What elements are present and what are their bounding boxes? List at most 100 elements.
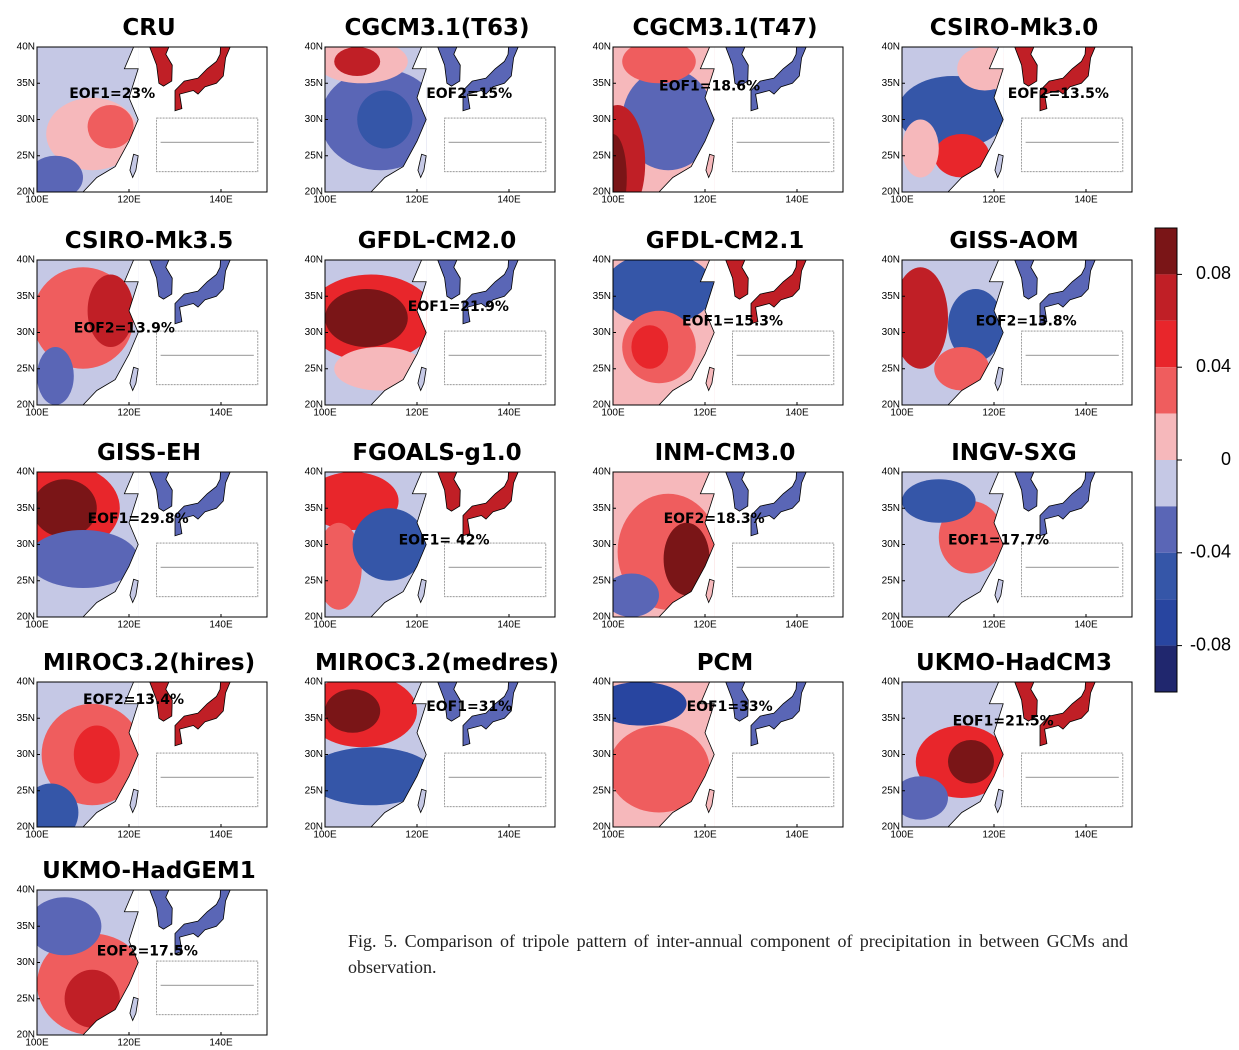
field	[307, 668, 555, 828]
eof-label: EOF1=15.3%	[682, 313, 783, 329]
caption: Fig. 5. Comparison of tripole pattern of…	[348, 928, 1128, 980]
lat-tick-label: 35N	[17, 713, 35, 724]
eof-label: EOF1=21.5%	[953, 714, 1054, 730]
inset-box	[733, 118, 834, 172]
lat-tick-label: 40N	[593, 677, 611, 688]
lon-tick-label: 100E	[601, 408, 625, 419]
lat-tick-label: 40N	[882, 677, 900, 688]
lat-tick-label: 30N	[593, 749, 611, 760]
lon-tick-label: 120E	[982, 830, 1006, 841]
lon-tick-label: 140E	[497, 195, 521, 206]
lat-tick-label: 35N	[882, 78, 900, 89]
lat-tick-label: 35N	[882, 713, 900, 724]
colorbar-label: -0.08	[1190, 634, 1231, 654]
lat-tick-label: 30N	[305, 114, 323, 125]
lat-tick-label: 40N	[593, 467, 611, 478]
map-panel: UKMO-HadGEM1EOF2=17.5%40N35N30N25N20N100…	[17, 858, 267, 1049]
lon-tick-label: 140E	[497, 620, 521, 631]
lon-tick-label: 120E	[117, 620, 141, 631]
lat-tick-label: 35N	[882, 291, 900, 302]
lon-tick-label: 140E	[1074, 408, 1098, 419]
field-blob	[37, 347, 74, 405]
lat-tick-label: 35N	[305, 713, 323, 724]
lat-tick-label: 35N	[305, 503, 323, 514]
lat-tick-label: 30N	[882, 327, 900, 338]
lat-tick-label: 35N	[17, 78, 35, 89]
lat-tick-label: 30N	[305, 327, 323, 338]
lat-tick-label: 30N	[593, 539, 611, 550]
lon-tick-label: 120E	[693, 830, 717, 841]
lon-tick-label: 120E	[117, 408, 141, 419]
lon-tick-label: 100E	[25, 830, 49, 841]
inset-box	[445, 331, 546, 385]
panel-title: GFDL-CM2.0	[358, 228, 516, 254]
lon-tick-label: 100E	[313, 408, 337, 419]
field-blob	[74, 726, 120, 784]
lon-tick-label: 100E	[601, 620, 625, 631]
lat-tick-label: 40N	[305, 467, 323, 478]
panel-title: GFDL-CM2.1	[646, 228, 804, 254]
map-panel: CSIRO-Mk3.5EOF2=13.9%40N35N30N25N20N100E…	[17, 228, 267, 419]
field	[307, 246, 555, 406]
lon-tick-label: 120E	[982, 620, 1006, 631]
colorbar-bin	[1155, 367, 1177, 413]
lat-tick-label: 35N	[17, 503, 35, 514]
eof-label: EOF1=18.6%	[659, 79, 760, 95]
map-panel: MIROC3.2(medres)EOF1=31%40N35N30N25N20N1…	[305, 650, 559, 841]
field-blob	[631, 325, 668, 369]
map-panel: PCMEOF1=33%40N35N30N25N20N100E120E140E	[593, 650, 843, 841]
lat-tick-label: 35N	[305, 291, 323, 302]
lon-tick-label: 120E	[982, 408, 1006, 419]
lat-tick-label: 35N	[593, 503, 611, 514]
lat-tick-label: 30N	[593, 114, 611, 125]
lon-tick-label: 140E	[209, 408, 233, 419]
lat-tick-label: 30N	[305, 749, 323, 760]
field	[316, 33, 555, 193]
colorbar-bin	[1155, 599, 1177, 645]
panel-title: INM-CM3.0	[655, 440, 796, 466]
field	[897, 33, 1132, 193]
map-panel: MIROC3.2(hires)EOF2=13.4%40N35N30N25N20N…	[17, 650, 267, 842]
inset-box	[157, 961, 258, 1015]
lat-tick-label: 25N	[17, 150, 35, 161]
lon-tick-label: 140E	[785, 620, 809, 631]
eof-label: EOF2=15%	[426, 86, 512, 102]
colorbar-bin	[1155, 274, 1177, 320]
eof-label: EOF1=31%	[426, 699, 512, 715]
lon-tick-label: 100E	[313, 195, 337, 206]
field-blob	[948, 740, 994, 784]
lon-tick-label: 120E	[982, 195, 1006, 206]
lon-tick-label: 100E	[890, 620, 914, 631]
lon-tick-label: 140E	[209, 195, 233, 206]
lon-tick-label: 140E	[785, 830, 809, 841]
field-blob	[893, 267, 948, 369]
lon-tick-label: 140E	[785, 408, 809, 419]
lat-tick-label: 25N	[17, 785, 35, 796]
lat-tick-label: 40N	[882, 42, 900, 53]
field	[604, 458, 843, 618]
lon-tick-label: 120E	[405, 408, 429, 419]
panel-title: MIROC3.2(medres)	[315, 650, 559, 676]
map-panel: GISS-EHEOF1=29.8%40N35N30N25N20N100E120E…	[9, 440, 267, 631]
lat-tick-label: 25N	[305, 363, 323, 374]
lat-tick-label: 25N	[882, 150, 900, 161]
inset-box	[157, 543, 258, 597]
field-blob	[357, 91, 412, 149]
eof-label: EOF2=13.4%	[83, 692, 184, 708]
lon-tick-label: 100E	[25, 408, 49, 419]
lat-tick-label: 30N	[882, 749, 900, 760]
inset-box	[445, 543, 546, 597]
field-blob	[622, 40, 696, 84]
lat-tick-label: 30N	[17, 539, 35, 550]
panel-title: INGV-SXG	[951, 440, 1077, 466]
lat-tick-label: 40N	[593, 42, 611, 53]
inset-box	[157, 118, 258, 172]
inset-box	[1022, 118, 1123, 172]
lon-tick-label: 140E	[209, 620, 233, 631]
map-panel: CGCM3.1(T47)EOF1=18.6%40N35N30N25N20N100…	[590, 15, 843, 221]
lon-tick-label: 120E	[405, 620, 429, 631]
colorbar-bin	[1155, 646, 1177, 692]
eof-label: EOF1=23%	[69, 86, 155, 102]
panel-title: UKMO-HadGEM1	[42, 858, 256, 884]
lat-tick-label: 25N	[305, 785, 323, 796]
